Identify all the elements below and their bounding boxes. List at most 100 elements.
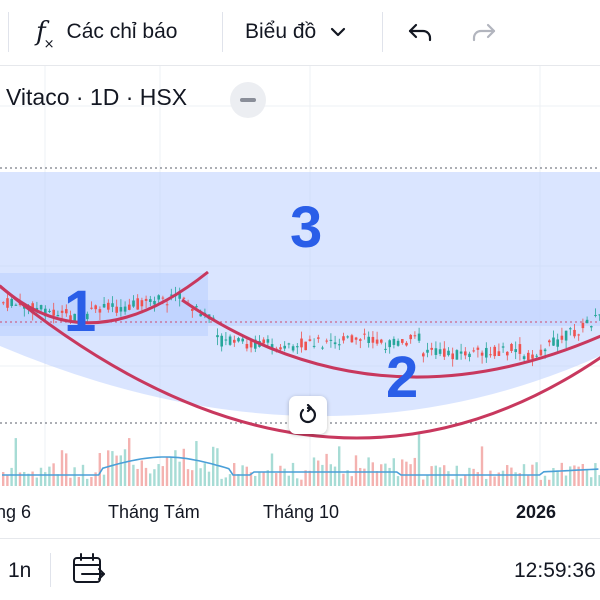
candle-body — [111, 303, 114, 307]
volume-bar — [304, 470, 307, 486]
candle-body — [522, 356, 526, 359]
chart-type-button[interactable]: Biểu đồ — [245, 10, 348, 54]
volume-bar — [6, 474, 9, 486]
candle-body — [102, 304, 106, 308]
volume-bar — [426, 474, 429, 486]
candle-body — [48, 310, 51, 312]
candle-body — [363, 333, 366, 335]
volume-bar — [497, 472, 500, 486]
candle-body — [86, 313, 89, 320]
volume-bar — [598, 475, 600, 486]
candle-body — [195, 306, 198, 308]
redo-button[interactable] — [470, 10, 498, 54]
collapse-legend-button[interactable] — [230, 82, 266, 118]
candle-body — [233, 339, 236, 343]
candle-body — [573, 329, 576, 337]
candle-body — [254, 339, 257, 349]
symbol-info[interactable]: Vitaco · 1D · HSX — [6, 84, 188, 110]
volume-bar — [493, 476, 496, 486]
volume-bar — [270, 453, 274, 486]
candle-body — [308, 339, 312, 341]
volume-bar — [258, 471, 261, 486]
volume-bar — [581, 463, 584, 486]
candle-body — [52, 309, 55, 316]
volume-bar — [388, 467, 391, 486]
volume-bar — [342, 473, 345, 486]
volume-bar — [186, 469, 190, 486]
candle-body — [405, 342, 408, 346]
candle-body — [585, 319, 589, 324]
volume-bar — [401, 459, 404, 486]
volume-bar — [27, 473, 30, 486]
volume-bar — [321, 464, 324, 486]
volume-bar — [384, 463, 387, 486]
candle-body — [531, 354, 534, 359]
volume-bar — [220, 478, 223, 486]
volume-bar — [115, 455, 118, 486]
candle-body — [480, 352, 484, 356]
go-to-date-button[interactable] — [70, 551, 108, 589]
volume-bar — [594, 463, 597, 486]
volume-bar — [60, 450, 64, 486]
volume-bars — [2, 431, 600, 486]
candle-body — [590, 326, 593, 328]
candle-body — [157, 295, 160, 300]
volume-bar — [136, 468, 139, 486]
candle-body — [354, 337, 358, 340]
candle-body — [60, 310, 64, 313]
candle-body — [140, 300, 144, 307]
candle-body — [249, 341, 253, 348]
price-chart[interactable] — [0, 66, 600, 536]
candle-body — [527, 352, 530, 361]
reset-chart-button[interactable] — [289, 396, 327, 434]
volume-bar — [354, 455, 358, 486]
candle-body — [434, 348, 438, 355]
candle-body — [283, 345, 286, 349]
candle-body — [552, 337, 555, 346]
indicators-button[interactable]: f× Các chỉ báo — [36, 10, 177, 54]
volume-bar — [543, 475, 547, 486]
volume-bar — [10, 467, 13, 486]
volume-bar — [262, 471, 265, 486]
candle-body — [367, 336, 370, 343]
volume-bar — [249, 472, 253, 486]
volume-bar — [69, 477, 72, 486]
volume-bar — [552, 467, 555, 486]
small-cup-arc-1[interactable] — [0, 270, 209, 325]
top-toolbar: f× Các chỉ báo Biểu đồ — [0, 0, 600, 66]
volume-bar — [510, 467, 513, 486]
candle-body — [170, 294, 173, 296]
time-axis[interactable]: ng 6 Tháng Tám Tháng 10 2026 — [0, 490, 600, 536]
candle-body — [90, 307, 93, 309]
volume-bar — [417, 431, 421, 486]
candle-body — [153, 300, 156, 305]
cup-arc-2[interactable] — [181, 298, 600, 379]
candle-body — [107, 302, 110, 310]
large-cup-arc[interactable] — [0, 278, 600, 440]
volume-bar — [65, 453, 68, 486]
volume-bar — [480, 446, 484, 486]
candle-body — [455, 350, 459, 360]
volume-bar — [329, 464, 332, 486]
candle-body — [342, 336, 345, 341]
volume-bar — [308, 470, 311, 486]
volume-bar — [346, 470, 349, 486]
chart-pane[interactable]: Vitaco · 1D · HSX 3 1 2 — [0, 66, 600, 536]
candle-body — [548, 340, 551, 343]
interval-button[interactable]: 1n — [8, 559, 32, 582]
candle-body — [581, 322, 585, 329]
candle-body — [81, 312, 85, 314]
candle-body — [136, 298, 139, 310]
undo-button[interactable] — [406, 10, 434, 54]
candle-body — [598, 314, 600, 316]
candle-body — [182, 297, 186, 299]
candle-body — [10, 298, 13, 306]
volume-bar — [359, 467, 362, 486]
volume-bar — [291, 462, 295, 486]
candle-body — [501, 346, 505, 348]
candle-body — [304, 341, 307, 351]
candle-body — [333, 342, 337, 345]
candle-body — [161, 297, 165, 299]
candle-body — [464, 351, 467, 356]
volume-bar — [548, 479, 551, 486]
